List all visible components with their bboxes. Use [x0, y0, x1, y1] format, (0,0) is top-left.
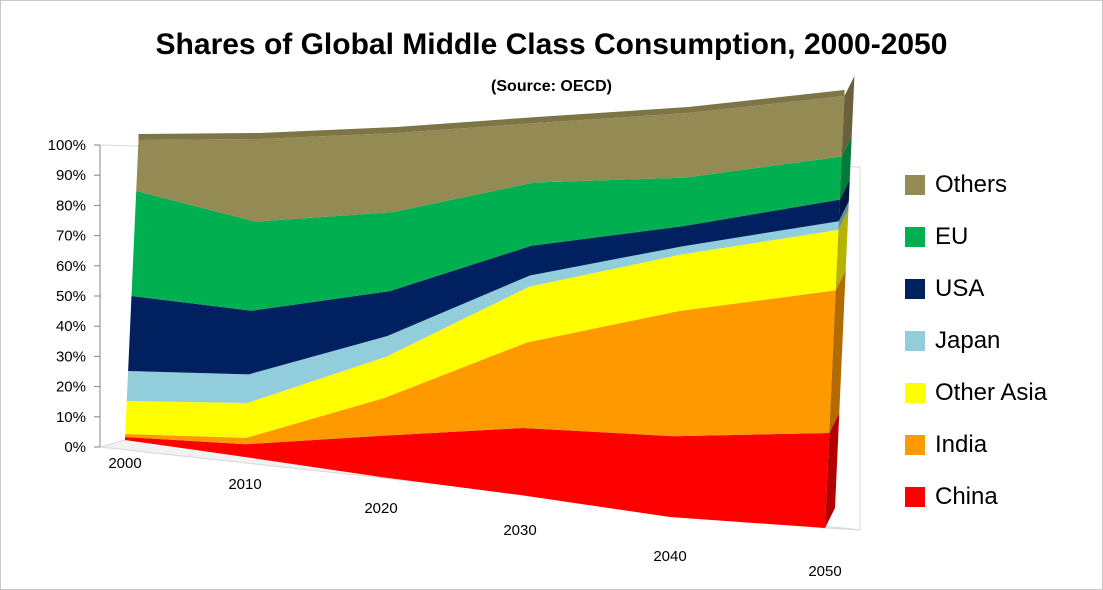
y-tick-label: 30% — [56, 348, 86, 365]
series-area-others — [136, 96, 845, 222]
series-side-eu — [839, 136, 852, 200]
legend-item: India — [905, 430, 987, 460]
series-side-china — [825, 412, 840, 528]
legend-label: Japan — [935, 327, 1001, 354]
legend-item: Others — [905, 170, 1007, 200]
legend-swatch — [905, 227, 925, 247]
x-tick-label: 2000 — [108, 455, 141, 472]
legend-item: EU — [905, 222, 968, 252]
y-tick-label: 40% — [56, 318, 86, 335]
legend-item: China — [905, 482, 998, 512]
series-area-eu — [131, 156, 842, 311]
series-area-india — [125, 290, 836, 445]
chart-subtitle: (Source: OECD) — [491, 78, 612, 95]
series-side-japan — [838, 201, 849, 230]
x-tick-label: 2040 — [653, 548, 686, 565]
series-area-usa — [128, 199, 840, 375]
legend-label: Other Asia — [935, 379, 1048, 406]
legend-swatch — [905, 487, 925, 507]
series-side-others — [841, 76, 855, 157]
y-tick-label: 50% — [56, 288, 86, 305]
x-tick-label: 2010 — [228, 476, 261, 493]
legend-item: Other Asia — [905, 378, 1047, 408]
y-tick-label: 100% — [48, 137, 86, 154]
y-tick-label: 0% — [64, 439, 86, 456]
legend-label: Others — [935, 171, 1008, 198]
series-side-india — [829, 270, 846, 433]
y-tick-label: 70% — [56, 228, 86, 245]
legend-swatch — [905, 279, 925, 299]
series-side-other-asia — [835, 209, 849, 291]
x-tick-label: 2020 — [364, 500, 397, 517]
legend-swatch — [905, 383, 925, 403]
legend-item: USA — [905, 274, 984, 304]
legend-label: India — [935, 431, 988, 458]
legend-swatch — [905, 175, 925, 195]
legend-item: Japan — [905, 326, 1000, 356]
legend-label: EU — [935, 223, 969, 250]
series-area-china — [125, 428, 830, 528]
chart-title: Shares of Global Middle Class Consumptio… — [155, 28, 948, 61]
legend-swatch — [905, 435, 925, 455]
series-area-japan — [126, 221, 839, 403]
y-tick-label: 10% — [56, 409, 86, 426]
legend-label: USA — [935, 275, 985, 302]
legend-swatch — [905, 331, 925, 351]
x-tick-label: 2050 — [808, 563, 841, 580]
series-area-other-asia — [125, 229, 839, 438]
y-tick-label: 20% — [56, 379, 86, 396]
y-tick-label: 90% — [56, 167, 86, 184]
y-tick-label: 80% — [56, 197, 86, 214]
x-tick-label: 2030 — [503, 522, 536, 539]
legend-label: China — [935, 483, 998, 510]
y-tick-label: 60% — [56, 258, 86, 275]
series-top-face — [138, 90, 845, 140]
series-side-usa — [838, 179, 850, 222]
